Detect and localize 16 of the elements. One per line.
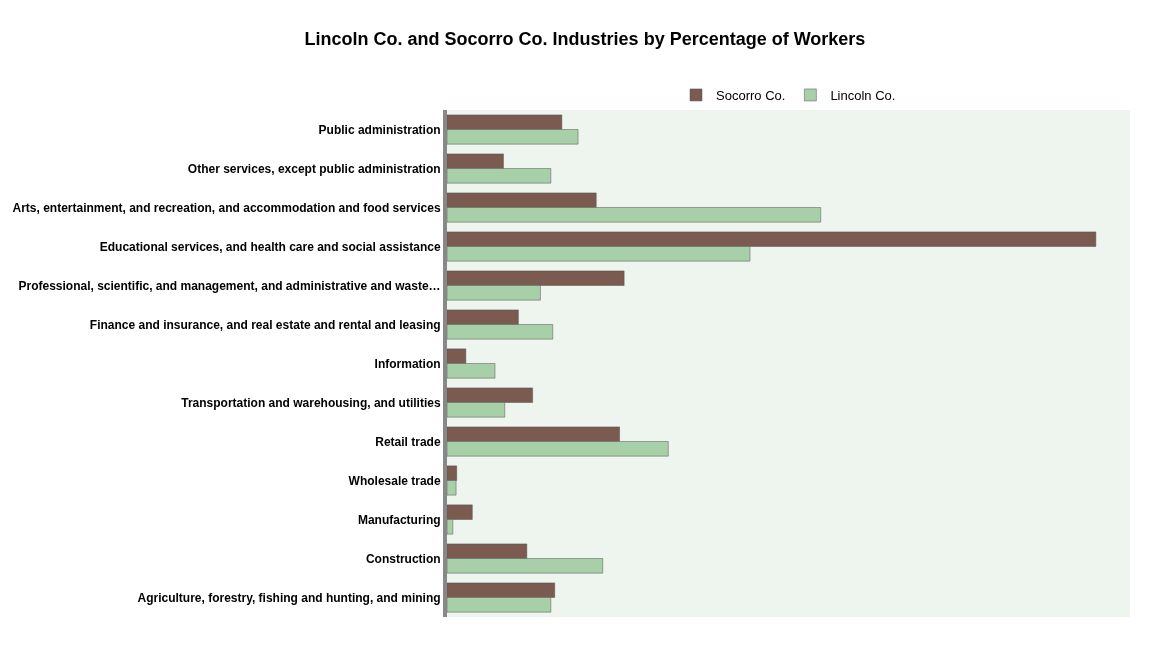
y-tick-label: Information <box>374 356 441 371</box>
y-tick-label: Professional, scientific, and management, and administrative and waste… <box>18 278 441 293</box>
y-tick-label: Agriculture, forestry, fishing and hunting, and mining <box>137 590 441 605</box>
y-tick-label: Finance and insurance, and real estate and rental and leasing <box>89 317 441 332</box>
legend-label: Socorro Co. <box>716 88 786 104</box>
y-tick-label: Transportation and warehousing, and utilities <box>181 395 441 410</box>
y-tick-label: Wholesale trade <box>348 473 441 488</box>
y-tick-label: Arts, entertainment, and recreation, and accommodation and food services <box>12 200 441 215</box>
y-tick-label: Retail trade <box>375 434 441 449</box>
y-tick-label: Construction <box>365 551 441 566</box>
chart-title: Lincoln Co. and Socorro Co. Industries by Percentage of Workers <box>304 28 866 49</box>
y-tick-label: Public administration <box>318 122 441 137</box>
legend-label: Lincoln Co. <box>830 88 896 104</box>
y-tick-label: Other services, except public administration <box>187 161 441 176</box>
y-tick-label: Educational services, and health care and social assistance <box>99 239 441 254</box>
y-tick-label: Manufacturing <box>357 512 441 527</box>
